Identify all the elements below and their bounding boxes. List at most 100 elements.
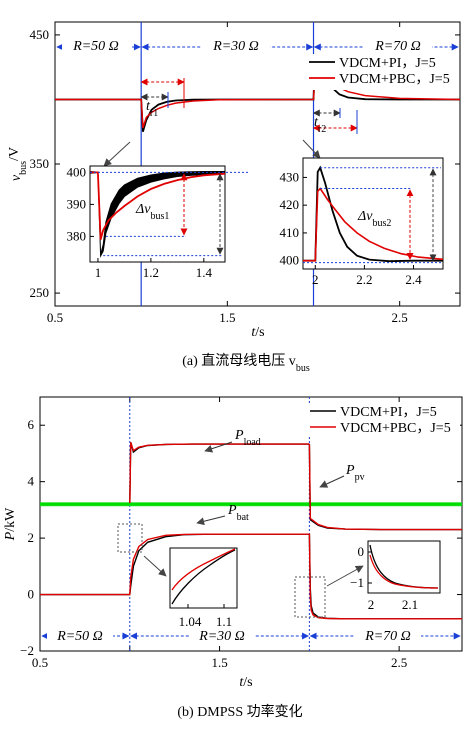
x-axis-label-unit: /s [243, 675, 252, 690]
series-line-pbat-pbc [40, 533, 462, 620]
settling-label-1: tr1 [146, 99, 158, 119]
x-axis-label: t/s [251, 325, 264, 340]
delta-label-2-sub: bus2 [372, 218, 391, 229]
inset-y-tick-label: 390 [67, 196, 87, 211]
inset-x-tick-label: 1 [95, 265, 102, 280]
y-tick-label: −2 [20, 643, 34, 658]
label-pbat: Pbat [227, 503, 249, 523]
inset-series-line-pbc [303, 187, 444, 262]
settling-label-1-sub: r1 [150, 108, 158, 119]
figure-caption-b: (b) DMPSS 功率变化 [177, 703, 302, 720]
x-axis-label-var: t [239, 675, 244, 690]
x-tick-label: 2.5 [392, 310, 408, 325]
label-ppv-sub: pv [355, 472, 365, 483]
settling-label-2: tr2 [314, 115, 326, 135]
panel-b: 0.5 1.5 2.5 −2 0 2 4 6 t/s P/kW VDCM+PI，J=5VDCM+PB… [3, 396, 463, 720]
annotation-arrow [319, 475, 345, 488]
y-tick-label: 4 [28, 474, 35, 489]
inset-series-line-pi [303, 165, 443, 263]
delta-label-2-var: Δv [357, 209, 373, 224]
label-ppv: Ppv [345, 463, 365, 483]
inset-y-tick-label: 380 [67, 228, 87, 243]
settling-label-1-var: t [146, 99, 151, 114]
region-label: R=70 Ω [364, 629, 411, 644]
y-axis-label-var: P [3, 531, 18, 541]
inset-y-tick-label: −1 [350, 575, 364, 590]
region-label-bg [189, 626, 255, 642]
inset-frame [367, 540, 441, 594]
inset-x-tick-label: 2.4 [405, 272, 422, 287]
inset-pointer [302, 139, 321, 159]
delta-label-1: Δvbus1 [135, 202, 169, 222]
x-tick-label: 2.5 [391, 655, 407, 670]
y-axis-label-var: v [9, 174, 24, 181]
figure-caption-a-sub: bus [296, 363, 310, 374]
inset-pointer [326, 565, 364, 587]
label-pbat-var: P [227, 503, 237, 518]
inset-x-tick-label: 2 [312, 272, 319, 287]
inset-x-tick-label: 1.04 [179, 614, 202, 629]
region-label-bg [202, 36, 270, 52]
y-axis-label: P/kW [3, 507, 18, 541]
y-axis-label: vbus/V [7, 147, 29, 181]
region-label: R=50 Ω [56, 629, 103, 644]
series-line-pbc [55, 65, 461, 129]
figure-caption-a-text: (a) 直流母线电压 v [182, 352, 296, 369]
delta-label-2: Δvbus2 [357, 209, 391, 229]
inset-series-band-pi [89, 170, 226, 258]
x-tick-label: 0.5 [47, 310, 63, 325]
inset-x-tick-label: 2 [368, 597, 375, 612]
x-tick-label: 1.5 [211, 655, 227, 670]
settling-label-2-var: t [314, 115, 319, 130]
y-axis-label-sub: bus [18, 161, 29, 175]
y-tick-label: 6 [28, 417, 35, 432]
legend-label: VDCM+PBC，J=5 [340, 421, 451, 436]
y-axis-label-unit: /kW [3, 507, 18, 532]
inset-y-tick-label: 400 [280, 253, 300, 268]
legend-label: VDCM+PI，J=5 [340, 405, 437, 420]
inset-y-tick-label: 420 [280, 197, 300, 212]
y-tick-label: 2 [28, 530, 35, 545]
y-axis-label-unit: /V [7, 147, 22, 161]
figure-caption-a: (a) 直流母线电压 vbus [182, 352, 310, 374]
label-pload-var: P [234, 428, 244, 443]
label-ppv-var: P [345, 463, 355, 478]
region-label: R=30 Ω [198, 629, 245, 644]
inset-y-tick-label: 400 [67, 164, 87, 179]
label-pload: Pload [234, 428, 261, 448]
inset-frame [169, 547, 238, 609]
legend-box [306, 403, 460, 437]
region-label-bg [47, 626, 113, 642]
region-label: R=50 Ω [72, 39, 119, 54]
legend-label: VDCM+PBC，J=5 [339, 72, 450, 87]
delta-label-1-var: Δv [135, 202, 151, 217]
inset-x-tick-label: 2.1 [402, 597, 418, 612]
inset-series-line-pbc [171, 548, 236, 591]
y-tick-label: 450 [30, 27, 50, 42]
region-label-bg [364, 36, 432, 52]
inset-x-tick-label: 1.1 [216, 614, 232, 629]
region-label: R=30 Ω [212, 39, 259, 54]
x-tick-label: 1.5 [219, 310, 235, 325]
inset-x-tick-label: 2.2 [356, 272, 372, 287]
region-label-bg [62, 36, 130, 52]
inset-y-tick-label: 0 [358, 544, 365, 559]
y-tick-label: 350 [30, 156, 50, 171]
zoom-box [294, 576, 326, 618]
legend-label: VDCM+PI，J=5 [339, 56, 436, 71]
x-axis-label: t/s [239, 675, 252, 690]
inset-pointer [143, 555, 167, 577]
label-pload-sub: load [244, 437, 261, 448]
inset-y-tick-label: 410 [280, 225, 300, 240]
series-line-pload-pi [40, 442, 310, 505]
label-pbat-sub: bat [237, 512, 249, 523]
inset-series-line-pbc [369, 554, 439, 589]
x-axis-label-unit: /s [255, 325, 264, 340]
inset-x-tick-label: 1.2 [143, 265, 159, 280]
delta-label-1-sub: bus1 [150, 211, 169, 222]
region-label: R=70 Ω [374, 39, 421, 54]
inset-series-line-pi [171, 549, 236, 605]
inset-y-tick-label: 430 [280, 169, 300, 184]
